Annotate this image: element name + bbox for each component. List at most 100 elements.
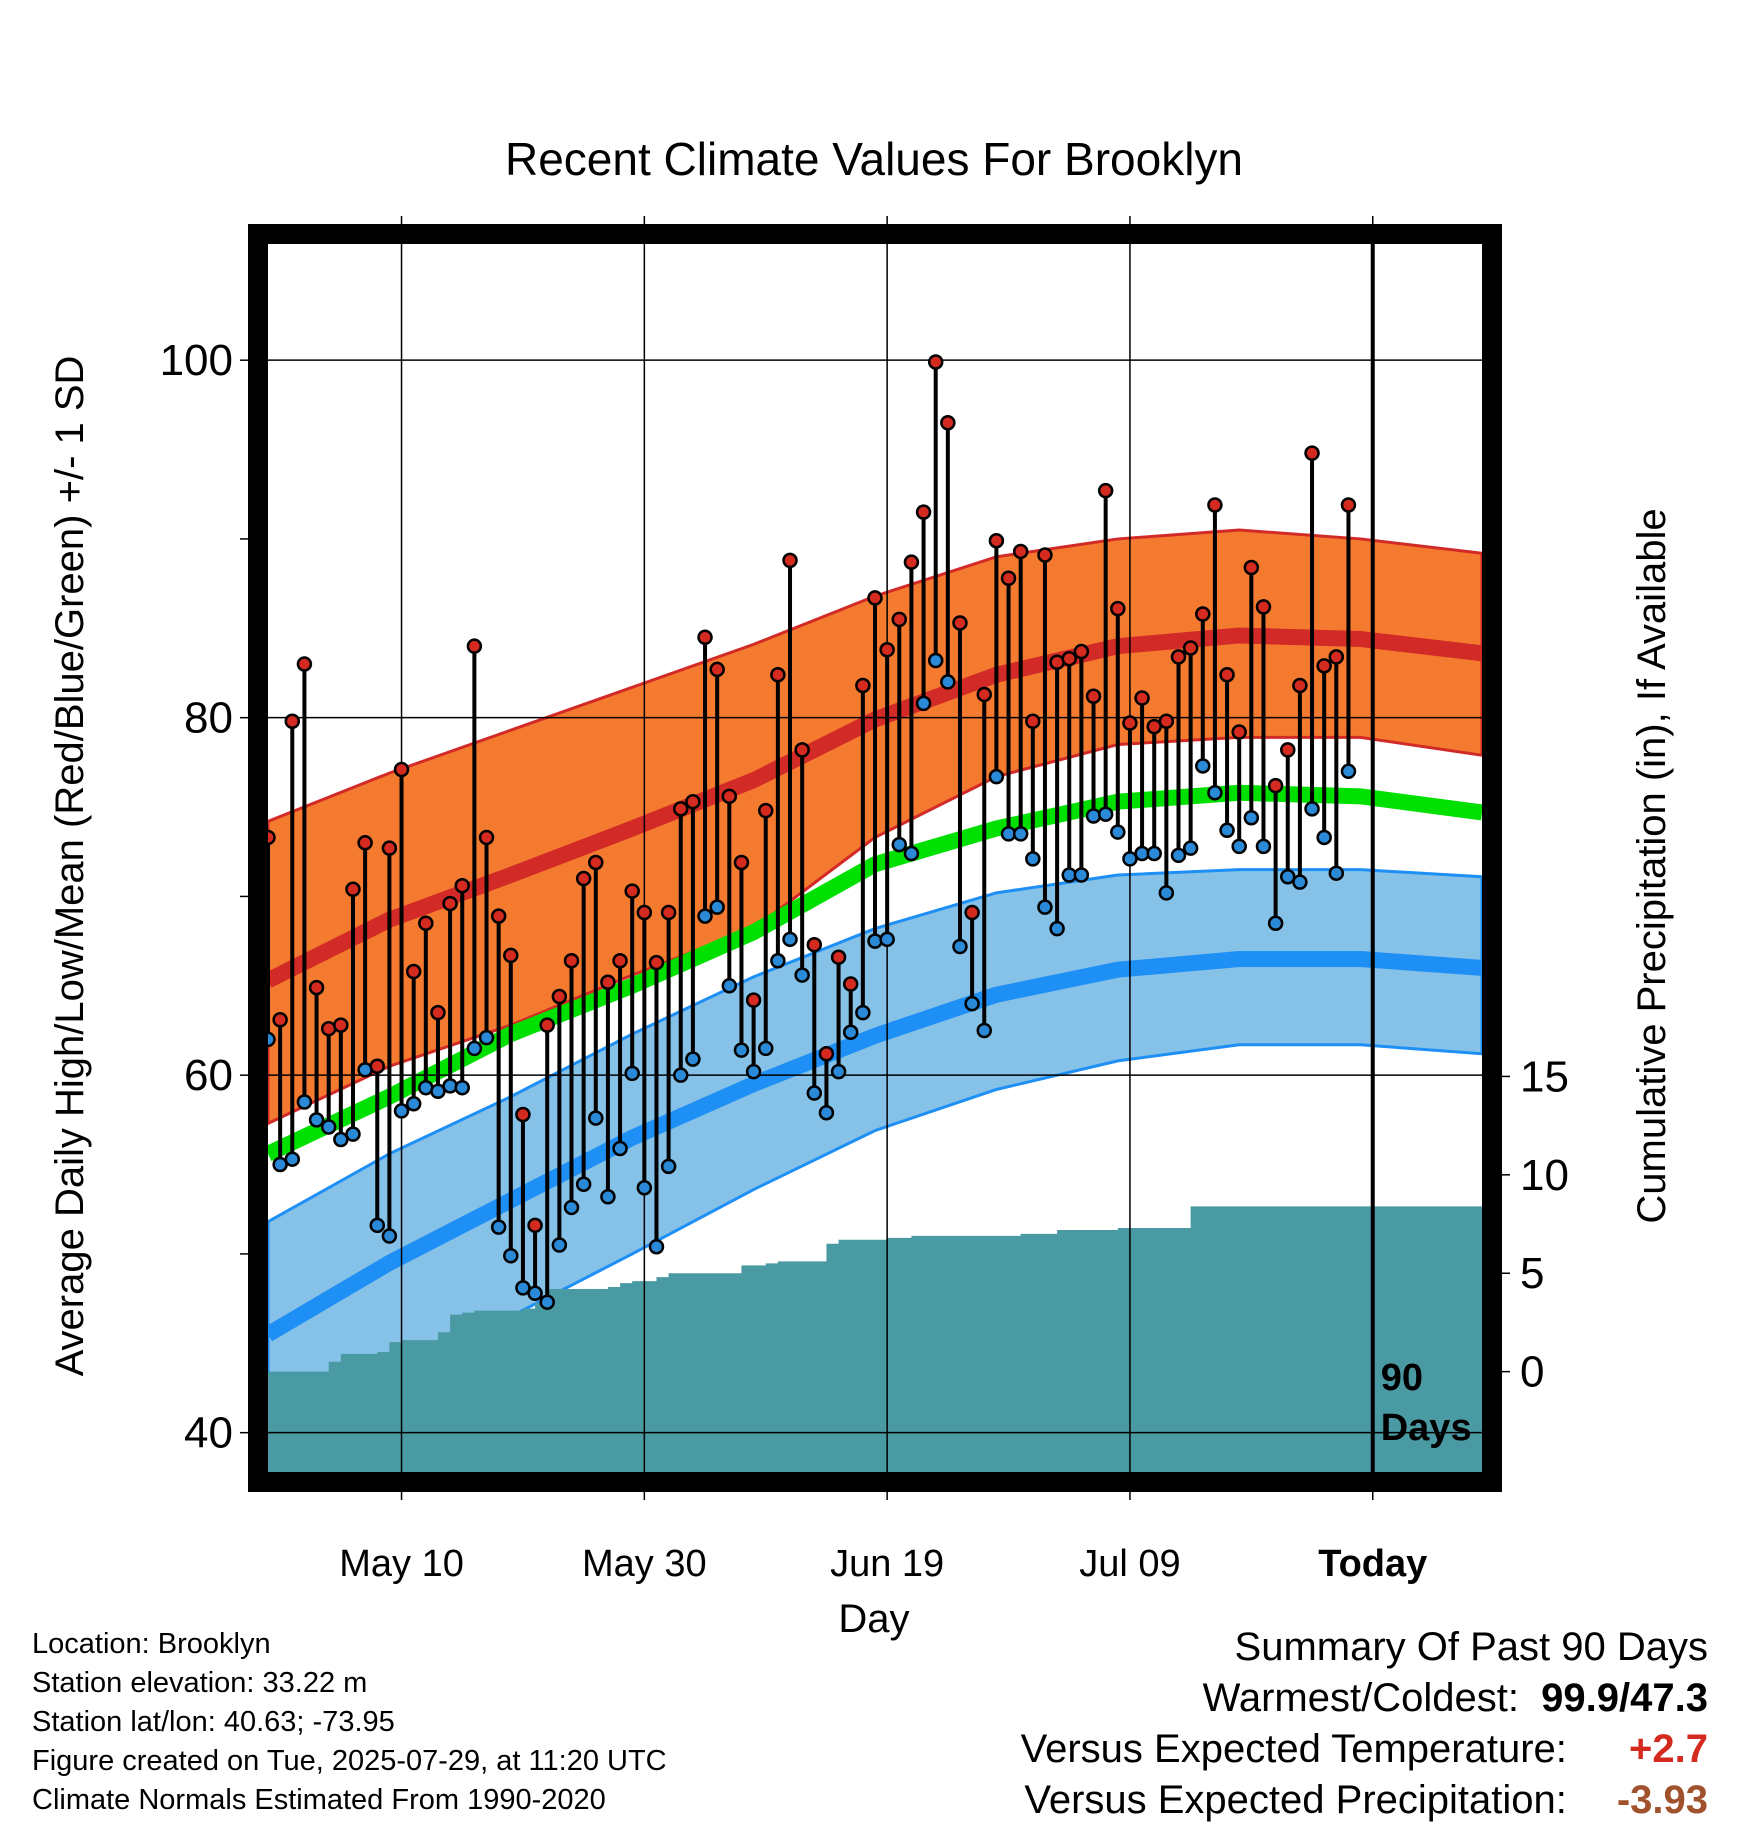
normals-text: Climate Normals Estimated From 1990-2020 bbox=[32, 1784, 606, 1816]
climate-chart: Recent Climate Values For Brooklyn 90 Day… bbox=[240, 133, 1510, 1500]
daily-low-point bbox=[503, 1247, 519, 1264]
daily-high-point bbox=[1316, 658, 1332, 674]
daily-low-point bbox=[1195, 758, 1211, 774]
daily-low-point bbox=[490, 1219, 507, 1235]
elevation-text: Station elevation: 33.22 m bbox=[32, 1667, 368, 1699]
daily-low-point bbox=[745, 1063, 762, 1080]
daily-low-point bbox=[1110, 824, 1126, 840]
warm-cold-label: Warmest/Coldest: bbox=[1202, 1676, 1519, 1720]
precip-area bbox=[268, 1206, 1482, 1472]
warm-cold-row: Warmest/Coldest: 99.9/47.3 bbox=[1021, 1673, 1708, 1724]
daily-low-point bbox=[527, 1285, 543, 1302]
low-sd-band bbox=[268, 868, 1482, 1442]
daily-high-point bbox=[976, 686, 993, 703]
daily-high-point bbox=[1085, 688, 1102, 704]
daily-low-point bbox=[794, 967, 810, 983]
daily-high-point bbox=[648, 954, 665, 971]
daily-high-point bbox=[879, 642, 895, 658]
daily-low-point bbox=[648, 1239, 665, 1255]
daily-high-point bbox=[393, 761, 410, 778]
daily-low-point bbox=[879, 931, 895, 948]
daily-high-point bbox=[1012, 543, 1029, 560]
daily-high-point bbox=[988, 532, 1005, 549]
daily-high-point bbox=[1182, 640, 1199, 656]
daily-high-point bbox=[1134, 690, 1150, 706]
daily-low-point bbox=[624, 1065, 640, 1082]
daily-low-point bbox=[891, 836, 908, 853]
daily-high-point bbox=[1280, 742, 1296, 758]
daily-low-point bbox=[296, 1094, 313, 1110]
daily-high-point bbox=[1255, 599, 1272, 615]
daily-low-point bbox=[721, 978, 738, 994]
daily-low-point bbox=[903, 845, 920, 862]
daily-high-point bbox=[454, 877, 470, 894]
daily-low-point bbox=[320, 1119, 337, 1135]
daily-low-point bbox=[600, 1188, 616, 1205]
daily-low-point bbox=[1328, 865, 1345, 881]
daily-high-point bbox=[709, 661, 725, 678]
daily-low-point bbox=[1146, 845, 1162, 862]
daily-high-point bbox=[757, 802, 774, 819]
daily-high-point bbox=[430, 1004, 446, 1021]
daily-low-point bbox=[442, 1078, 458, 1094]
daily-high-point bbox=[539, 1017, 555, 1033]
daily-low-point bbox=[770, 953, 786, 969]
daily-low-point bbox=[381, 1228, 398, 1244]
daily-low-point bbox=[964, 995, 980, 1012]
daily-low-point bbox=[515, 1280, 531, 1296]
daily-high-point bbox=[515, 1106, 531, 1123]
daily-low-point bbox=[1267, 915, 1284, 931]
daily-low-point bbox=[830, 1063, 847, 1080]
daily-high-point bbox=[867, 590, 883, 606]
daily-low-point bbox=[1025, 851, 1041, 867]
temp-label: Versus Expected Temperature: bbox=[1020, 1727, 1567, 1771]
daily-low-point bbox=[1255, 838, 1272, 855]
daily-low-point bbox=[430, 1083, 446, 1100]
daily-low-point bbox=[1207, 785, 1223, 801]
daily-high-point bbox=[442, 895, 458, 912]
daily-high-point bbox=[1328, 649, 1345, 665]
daily-high-point bbox=[1304, 445, 1320, 461]
daily-low-point bbox=[588, 1110, 604, 1126]
daily-high-point bbox=[1231, 724, 1247, 740]
daily-low-point bbox=[927, 652, 944, 669]
daily-high-point bbox=[685, 793, 701, 810]
daily-high-point bbox=[490, 908, 507, 924]
daily-high-point bbox=[551, 988, 568, 1005]
daily-low-point bbox=[454, 1079, 470, 1096]
daily-high-point bbox=[418, 915, 434, 931]
daily-high-point bbox=[600, 974, 616, 990]
daily-low-point bbox=[1012, 826, 1029, 842]
daily-high-point bbox=[964, 904, 980, 921]
daily-low-point bbox=[1231, 838, 1247, 855]
daily-low-point bbox=[1219, 822, 1235, 839]
daily-low-point bbox=[697, 908, 713, 924]
daily-high-point bbox=[1340, 497, 1357, 513]
daily-high-point bbox=[369, 1058, 386, 1074]
summary-panel: Summary Of Past 90 Days Warmest/Coldest:… bbox=[1021, 1622, 1708, 1826]
daily-high-point bbox=[927, 354, 944, 370]
daily-high-point bbox=[1037, 547, 1053, 563]
daily-low-point bbox=[551, 1237, 568, 1253]
daily-low-point bbox=[345, 1126, 361, 1142]
daily-low-point bbox=[1158, 885, 1175, 901]
daily-low-point bbox=[757, 1040, 774, 1057]
daily-low-point bbox=[636, 1180, 653, 1196]
daily-low-point bbox=[842, 1024, 859, 1041]
precip-value: -3.93 bbox=[1616, 1778, 1708, 1822]
daily-low-point bbox=[1049, 920, 1065, 937]
daily-high-point bbox=[1243, 559, 1260, 576]
warm-cold-value: 99.9/47.3 bbox=[1541, 1676, 1708, 1720]
daily-high-point bbox=[830, 949, 847, 965]
daily-high-point bbox=[770, 667, 786, 683]
daily-high-point bbox=[1219, 667, 1235, 683]
daily-high-point bbox=[612, 953, 628, 969]
daily-low-point bbox=[284, 1151, 301, 1167]
daily-low-point bbox=[1073, 867, 1090, 883]
daily-high-point bbox=[1292, 677, 1308, 694]
precip-row: Versus Expected Precipitation: -3.93 bbox=[1021, 1775, 1708, 1826]
daily-high-point bbox=[1267, 777, 1284, 794]
daily-high-point bbox=[660, 904, 677, 921]
daily-high-point bbox=[1158, 713, 1175, 730]
latlon-text: Station lat/lon: 40.63; -73.95 bbox=[32, 1706, 395, 1738]
